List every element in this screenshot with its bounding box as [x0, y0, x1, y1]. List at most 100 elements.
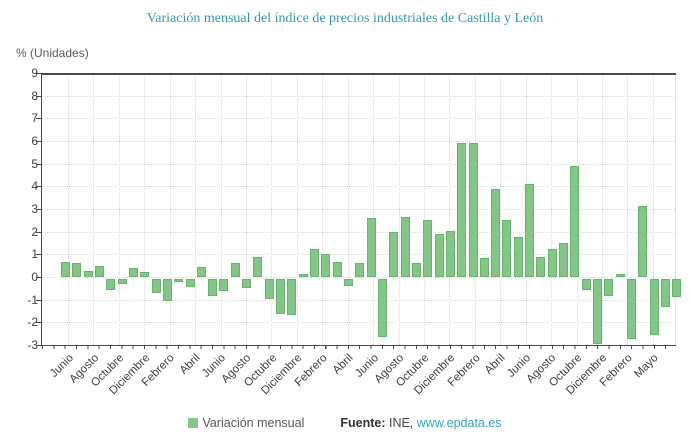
y-axis-label: -2	[27, 315, 38, 330]
bar	[445, 230, 455, 277]
y-axis-title: % (Unidades)	[16, 46, 89, 60]
y-axis-tick	[36, 231, 41, 233]
bar	[570, 165, 580, 277]
v-gridline	[220, 73, 222, 345]
y-axis-label: 0	[31, 270, 38, 284]
v-gridline	[195, 73, 197, 345]
bar	[106, 279, 116, 291]
bar	[117, 279, 127, 284]
bar	[457, 143, 467, 277]
x-axis-label-text: Abril	[330, 352, 356, 377]
y-axis-line	[41, 73, 42, 345]
y-axis-label: 9	[31, 66, 38, 80]
bar	[196, 266, 206, 277]
y-axis-label: 2	[31, 224, 38, 239]
v-gridline	[271, 73, 273, 345]
v-gridline	[347, 73, 349, 345]
bar	[287, 279, 297, 316]
bar	[525, 184, 535, 277]
x-axis-minor-ticks	[42, 345, 676, 349]
y-axis-tick	[36, 345, 41, 346]
zero-baseline	[42, 73, 676, 75]
x-axis-label-text: Mayo	[631, 352, 661, 381]
bar	[230, 263, 240, 277]
bar	[377, 279, 387, 337]
y-axis-tick	[36, 163, 41, 165]
y-axis-tick	[36, 254, 41, 256]
bar	[649, 279, 659, 335]
bar	[128, 267, 138, 277]
v-gridline	[424, 73, 426, 345]
bar	[321, 254, 331, 277]
h-gridline	[42, 322, 676, 324]
h-gridline	[42, 141, 676, 142]
bar	[264, 279, 274, 300]
v-gridline	[144, 73, 146, 345]
bar	[400, 216, 410, 277]
bar	[660, 279, 670, 308]
bar	[219, 279, 229, 292]
bar	[174, 279, 184, 283]
bar	[389, 231, 399, 277]
y-axis-label: -1	[27, 292, 38, 307]
bar	[151, 279, 161, 293]
v-gridline	[627, 73, 629, 345]
y-axis-tick	[36, 118, 41, 120]
bar	[638, 205, 648, 277]
source-label: Fuente:	[340, 416, 386, 430]
bar	[344, 279, 353, 286]
chart-title: Variación mensual del índice de precios …	[146, 11, 544, 26]
bar	[366, 218, 376, 277]
h-gridline	[42, 277, 676, 278]
bar	[502, 220, 512, 277]
y-axis-tick	[36, 209, 41, 210]
legend-color-swatch	[188, 418, 199, 428]
bar	[581, 279, 591, 291]
h-gridline	[42, 209, 676, 210]
v-gridline	[398, 73, 400, 345]
y-axis-label: 7	[31, 111, 38, 126]
v-gridline	[93, 73, 95, 345]
y-axis-tick	[36, 299, 41, 301]
legend-series-label: Variación mensual	[202, 416, 305, 430]
y-axis-tick	[36, 322, 41, 324]
v-gridline	[246, 73, 247, 345]
v-gridline	[373, 73, 375, 345]
v-gridline	[500, 73, 502, 345]
bar	[559, 243, 569, 277]
bar	[276, 279, 286, 315]
y-axis-label: 6	[31, 134, 38, 148]
y-axis-label: -3	[27, 338, 38, 352]
bar	[355, 263, 365, 277]
y-axis-label: 4	[31, 179, 38, 194]
y-axis-label: 8	[31, 88, 38, 103]
bar	[61, 262, 70, 277]
bar	[140, 272, 150, 277]
y-axis-tick	[36, 141, 41, 142]
bar	[310, 248, 320, 277]
bar	[479, 257, 489, 277]
v-gridline	[602, 73, 604, 345]
bar	[83, 271, 93, 277]
source-link[interactable]: www.epdata.es	[416, 416, 502, 430]
bar	[208, 279, 218, 296]
v-gridline	[68, 73, 69, 345]
v-gridline	[652, 73, 654, 345]
bar	[94, 265, 104, 277]
bar	[423, 220, 433, 277]
legend-item: Variación mensual	[188, 416, 304, 430]
bar	[627, 279, 636, 340]
y-axis-tick	[36, 186, 41, 188]
bar	[547, 248, 557, 277]
bar	[298, 273, 308, 277]
bar	[242, 279, 252, 289]
y-axis-tick	[36, 277, 41, 278]
bar	[615, 273, 625, 277]
bar	[185, 279, 195, 287]
v-gridline	[118, 73, 120, 345]
bar	[604, 279, 614, 296]
bar	[72, 263, 82, 277]
chart-footer: Variación mensual Fuente: INE, www.epdat…	[0, 412, 690, 434]
source-credit: Fuente: INE, www.epdata.es	[340, 416, 501, 430]
